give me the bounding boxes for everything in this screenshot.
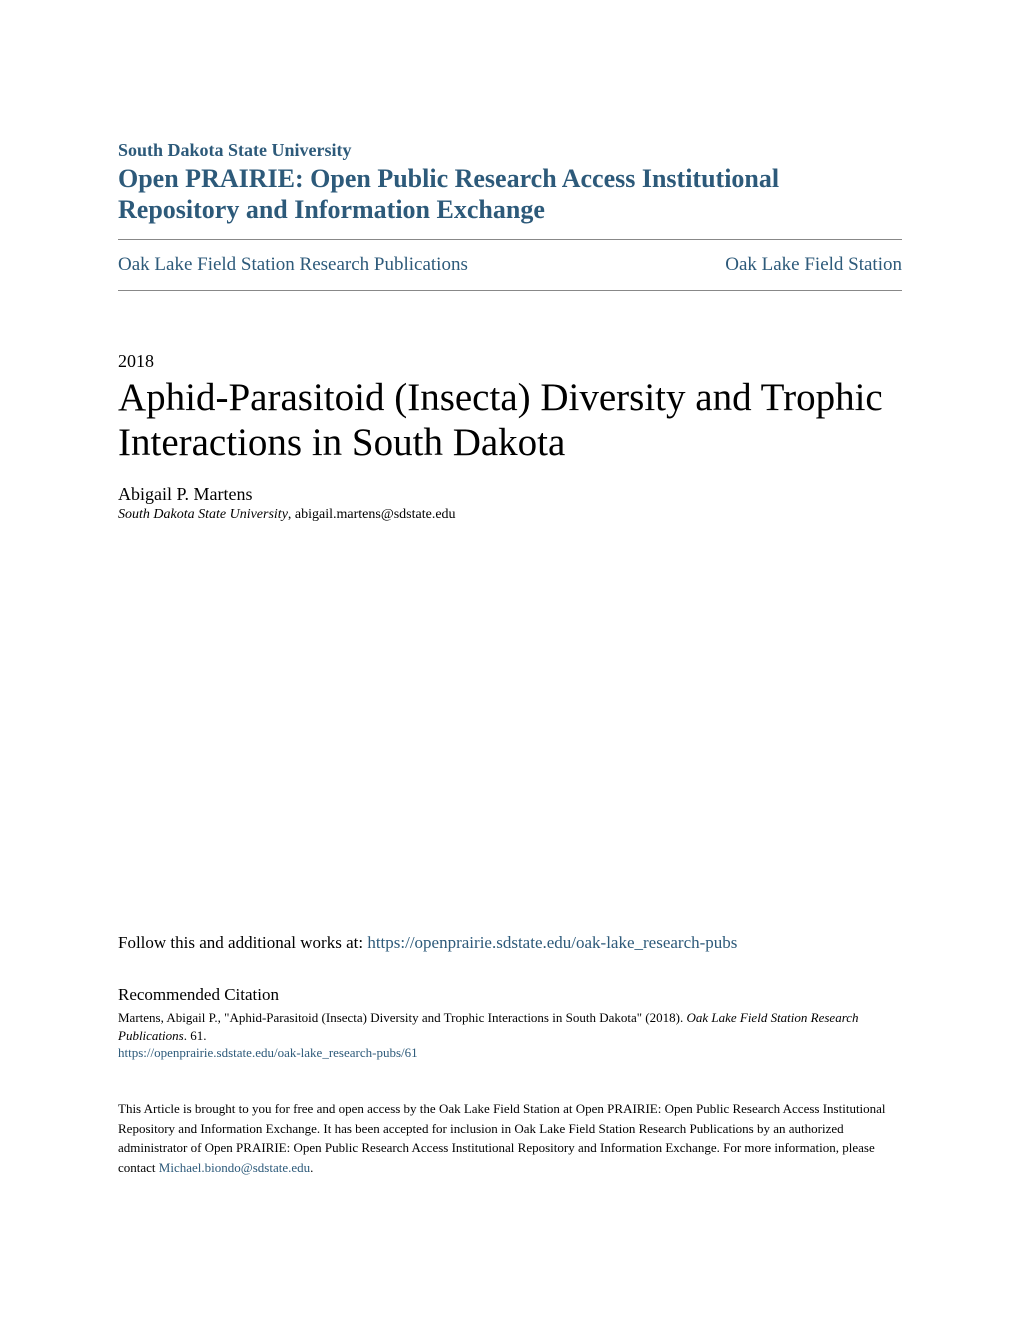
citation-text: Martens, Abigail P., "Aphid-Parasitoid (… xyxy=(118,1009,902,1045)
publication-year: 2018 xyxy=(118,351,902,372)
divider-bottom xyxy=(118,290,902,291)
citation-url-link[interactable]: https://openprairie.sdstate.edu/oak-lake… xyxy=(118,1045,902,1061)
footer-suffix: . xyxy=(310,1160,313,1175)
citation-heading: Recommended Citation xyxy=(118,985,902,1005)
nav-station-link[interactable]: Oak Lake Field Station xyxy=(725,254,902,276)
breadcrumb-nav: Oak Lake Field Station Research Publicat… xyxy=(118,240,902,290)
nav-collection-link[interactable]: Oak Lake Field Station Research Publicat… xyxy=(118,254,468,276)
paper-title: Aphid-Parasitoid (Insecta) Diversity and… xyxy=(118,376,902,466)
author-institution: South Dakota State University xyxy=(118,507,288,522)
citation-prefix: Martens, Abigail P., "Aphid-Parasitoid (… xyxy=(118,1010,686,1025)
citation-suffix: . 61. xyxy=(184,1028,207,1043)
author-email: , abigail.martens@sdstate.edu xyxy=(288,507,456,522)
author-affiliation: South Dakota State University, abigail.m… xyxy=(118,507,902,523)
institution-name: South Dakota State University xyxy=(118,140,902,161)
follow-works-section: Follow this and additional works at: htt… xyxy=(118,933,902,953)
citation-block: Recommended Citation Martens, Abigail P.… xyxy=(118,985,902,1061)
footer-contact-link[interactable]: Michael.biondo@sdstate.edu xyxy=(159,1160,310,1175)
follow-prefix: Follow this and additional works at: xyxy=(118,933,367,952)
follow-url-link[interactable]: https://openprairie.sdstate.edu/oak-lake… xyxy=(367,933,737,952)
author-name: Abigail P. Martens xyxy=(118,484,902,505)
footer-disclaimer: This Article is brought to you for free … xyxy=(118,1099,902,1177)
repository-name: Open PRAIRIE: Open Public Research Acces… xyxy=(118,163,902,225)
